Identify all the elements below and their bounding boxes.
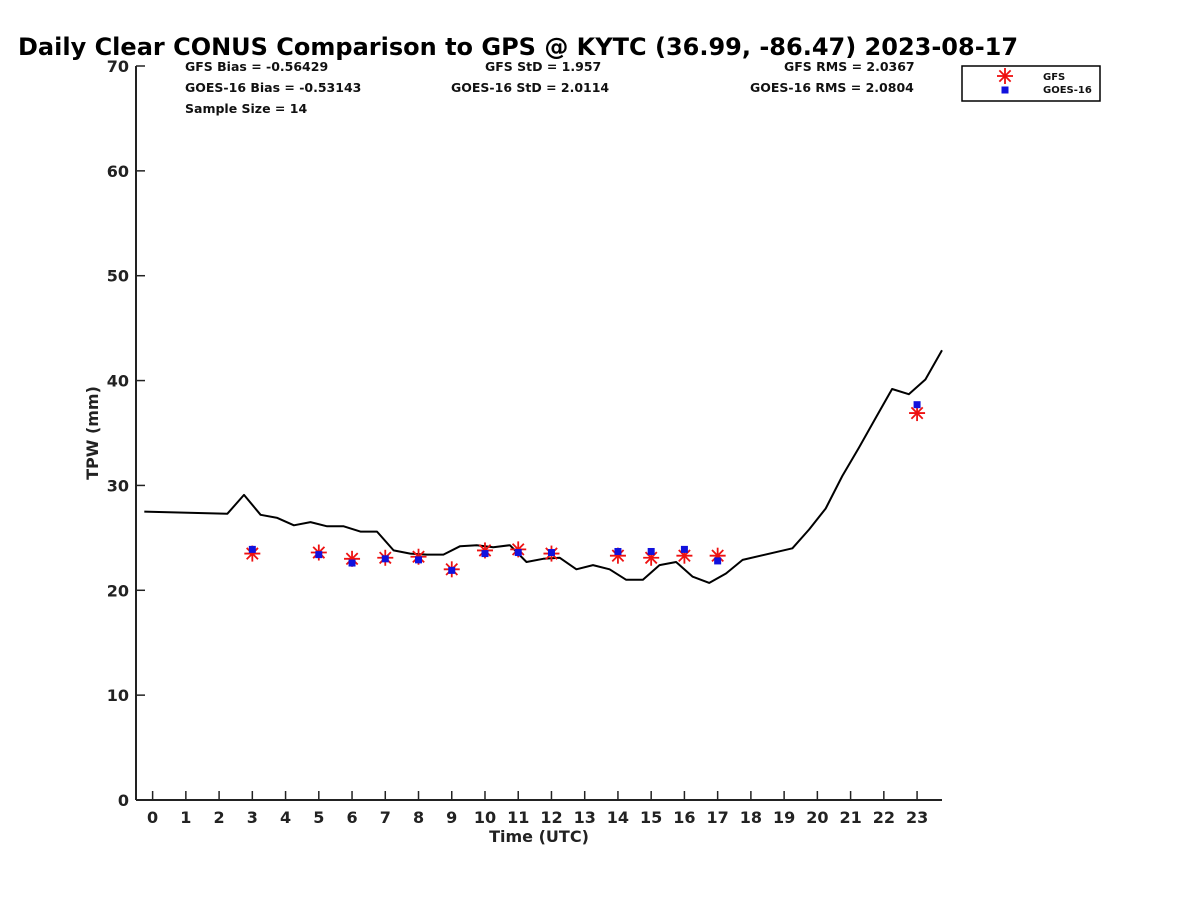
chart-legend: GFS GOES-16 — [961, 65, 1101, 102]
y-tick-label: 10 — [107, 686, 129, 705]
goes16-point — [514, 549, 522, 557]
gfs-point — [676, 547, 693, 564]
x-tick-label: 9 — [446, 808, 457, 827]
goes16-point — [415, 556, 423, 564]
x-tick-label: 3 — [247, 808, 258, 827]
goes16-point — [614, 547, 622, 555]
y-tick-label: 20 — [107, 581, 129, 600]
x-tick-label: 7 — [380, 808, 391, 827]
x-tick-label: 17 — [707, 808, 729, 827]
gfs-point — [244, 545, 261, 562]
x-tick-label: 13 — [574, 808, 596, 827]
gfs-legend-asterisk — [997, 68, 1013, 84]
gfs-std-stat: GFS StD = 1.957 — [485, 59, 601, 74]
goes16-legend-square — [1001, 86, 1009, 94]
x-tick-label: 12 — [540, 808, 562, 827]
legend-gfs-marker — [997, 68, 1013, 84]
goes16-point — [315, 551, 323, 559]
x-tick-label: 16 — [673, 808, 695, 827]
x-tick-label: 19 — [773, 808, 795, 827]
y-tick-label: 50 — [107, 267, 129, 286]
goes16-point — [481, 550, 489, 558]
legend-box — [961, 65, 1101, 102]
legend-goes-label: GOES-16 — [1043, 85, 1092, 96]
goes16-point — [348, 559, 356, 567]
x-tick-label: 11 — [507, 808, 529, 827]
x-tick-label: 18 — [740, 808, 762, 827]
x-tick-label: 10 — [474, 808, 496, 827]
goes16-point — [448, 566, 456, 574]
gfs-rms-stat: GFS RMS = 2.0367 — [784, 59, 915, 74]
y-tick-label: 0 — [118, 791, 129, 810]
x-tick-label: 15 — [640, 808, 662, 827]
y-axis-label: TPW (mm) — [83, 386, 102, 480]
x-tick-label: 1 — [180, 808, 191, 827]
x-axis-label: Time (UTC) — [489, 827, 589, 846]
gfs-point — [643, 549, 660, 566]
x-tick-label: 23 — [906, 808, 928, 827]
y-tick-label: 60 — [107, 162, 129, 181]
x-tick-label: 22 — [873, 808, 895, 827]
x-tick-label: 14 — [607, 808, 629, 827]
goes16-point — [248, 545, 256, 553]
goes16-point — [680, 545, 688, 553]
y-tick-label: 40 — [107, 372, 129, 391]
legend-goes-marker — [1001, 86, 1009, 94]
gfs-bias-stat: GFS Bias = -0.56429 — [185, 59, 328, 74]
goes16-point — [714, 557, 722, 565]
chart-title: Daily Clear CONUS Comparison to GPS @ KY… — [18, 33, 1018, 61]
x-tick-label: 2 — [214, 808, 225, 827]
goes-std-stat: GOES-16 StD = 2.0114 — [451, 80, 609, 95]
gps-tpw-line — [144, 349, 943, 584]
x-tick-label: 0 — [147, 808, 158, 827]
goes16-point — [913, 401, 921, 409]
y-tick-label: 70 — [107, 57, 129, 76]
goes16-point — [547, 549, 555, 557]
x-tick-label: 20 — [806, 808, 828, 827]
goes16-point — [381, 555, 389, 563]
legend-gfs-label: GFS — [1043, 72, 1065, 83]
goes-bias-stat: GOES-16 Bias = -0.53143 — [185, 80, 361, 95]
goes-rms-stat: GOES-16 RMS = 2.0804 — [750, 80, 914, 95]
x-tick-label: 21 — [839, 808, 861, 827]
x-tick-label: 4 — [280, 808, 291, 827]
x-tick-label: 5 — [313, 808, 324, 827]
goes16-point — [647, 547, 655, 555]
x-tick-label: 8 — [413, 808, 424, 827]
y-tick-label: 30 — [107, 476, 129, 495]
plot-series — [144, 349, 943, 584]
sample-size-stat: Sample Size = 14 — [185, 101, 307, 116]
plot-axes: 0 1 2 3 4 5 6 7 8 9 10 11 12 13 14 15 16 17 18 19 20 21 22 2301… — [83, 57, 942, 846]
x-tick-label: 6 — [346, 808, 357, 827]
